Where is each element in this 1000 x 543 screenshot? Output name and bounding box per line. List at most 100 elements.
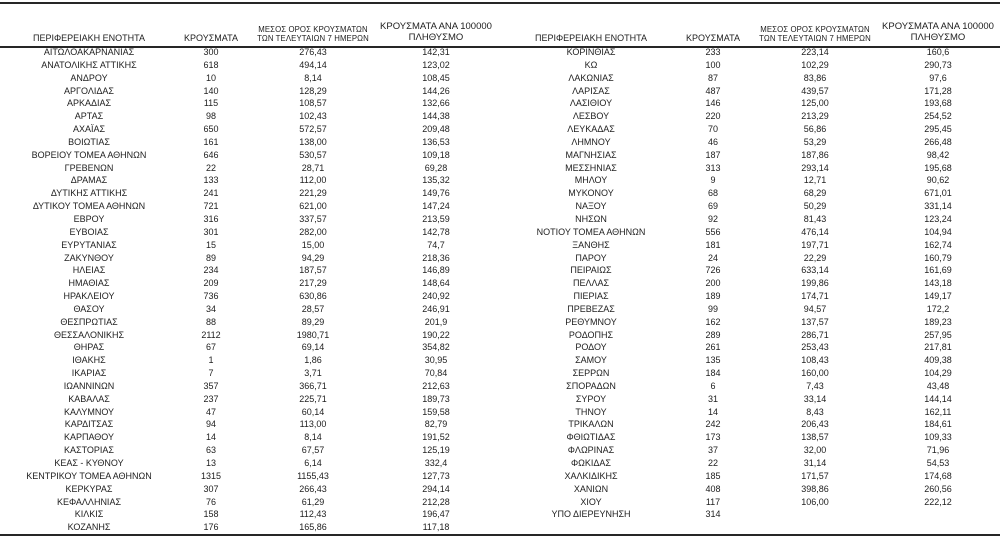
region-cell: ΦΩΚΙΔΑΣ [571,458,611,468]
cases-cell: 31 [707,393,718,404]
table-row: ΑΡΚΑΔΙΑΣ 115 108,57 132,66 [3,97,493,110]
per100k-cell: 260,56 [924,483,952,494]
region-cell: ΝΗΣΩΝ [575,213,607,224]
table-row: ΠΙΕΡΙΑΣ 189 174,71 149,17 [505,290,995,303]
region-cell: ΘΕΣΣΑΛΟΝΙΚΗΣ [53,329,125,340]
table-row: ΛΑΣΙΘΙΟΥ 146 125,00 193,68 [505,97,995,110]
region-cell: ΠΕΛΛΑΣ [572,278,610,289]
table-row: ΓΡΕΒΕΝΩΝ 22 28,71 69,28 [3,162,493,175]
region-cell: ΚΟΖΑΝΗΣ [67,522,111,533]
per100k-cell: 142,78 [422,226,450,237]
region-cell: ΙΘΑΚΗΣ [72,355,106,366]
avg7-cell: 137,57 [801,316,829,327]
cases-cell: 301 [203,226,219,237]
table-row: ΝΗΣΩΝ 92 81,43 123,24 [505,213,995,226]
table-row: ΚΩ 100 102,29 290,73 [505,59,995,72]
per100k-cell: 159,58 [422,406,450,417]
avg7-cell: 12,71 [803,175,827,186]
per100k-cell: 332,4 [424,458,448,468]
regional-cases-table-left: ΠΕΡΙΦΕΡΕΙΑΚΗ ΕΝΟΤΗΤΑ ΚΡΟΥΣΜΑΤΑ ΜΕΣΟΣ ΟΡΟ… [3,0,493,534]
table-row: ΚΕΝΤΡΙΚΟΥ ΤΟΜΕΑ ΑΘΗΝΩΝ 1315 1155,43 127,73 [3,470,493,483]
table-row: ΦΛΩΡΙΝΑΣ 37 32,00 71,96 [505,444,995,457]
avg7-cell: 217,29 [299,278,327,289]
region-cell: ΛΑΡΙΣΑΣ [572,85,610,96]
per100k-cell: 246,91 [422,303,450,314]
region-cell: ΚΕΝΤΡΙΚΟΥ ΤΟΜΕΑ ΑΘΗΝΩΝ [26,470,152,481]
table-row: ΘΕΣΣΑΛΟΝΙΚΗΣ 2112 1980,71 190,22 [3,329,493,342]
cases-cell: 9 [710,175,716,186]
per100k-cell: 254,52 [924,111,952,122]
avg7-cell: 28,71 [301,162,325,173]
cases-cell: 184 [705,368,721,379]
cases-cell: 242 [705,419,721,430]
per100k-cell: 184,61 [924,419,952,430]
table-row: ΚΑΛΥΜΝΟΥ 47 60,14 159,58 [3,406,493,419]
cases-cell: 37 [707,445,718,456]
avg7-cell: 50,29 [803,201,827,212]
avg7-cell: 81,43 [803,213,827,224]
region-cell: ΤΡΙΚΑΛΩΝ [568,419,614,430]
per100k-cell: 143,18 [924,278,952,289]
avg7-cell: 102,43 [299,111,327,122]
per100k-cell: 104,94 [924,226,952,237]
per100k-cell: 82,79 [424,419,448,430]
per100k-cell: 135,32 [422,175,450,186]
cases-cell: 6 [710,380,716,391]
cases-cell: 14 [205,432,216,443]
avg7-cell: 276,43 [299,47,327,57]
table-row: ΥΠΟ ΔΙΕΡΕΥΝΗΣΗ 314 [505,508,995,521]
avg7-cell: 572,57 [299,124,327,135]
per100k-cell: 90,62 [926,175,950,186]
region-cell: ΦΘΙΩΤΙΔΑΣ [566,432,616,443]
per100k-cell: 69,28 [424,162,448,173]
cases-cell: 99 [707,303,718,314]
avg7-cell: 1,86 [304,355,322,366]
region-cell: ΔΥΤΙΚΗΣ ΑΤΤΙΚΗΣ [50,188,128,199]
per100k-cell: 43,48 [926,380,950,391]
avg7-cell: 266,43 [299,483,327,494]
region-cell: ΚΑΡΔΙΤΣΑΣ [64,419,114,430]
cases-cell: 94 [205,419,216,430]
cases-cell: 69 [707,201,718,212]
avg7-cell: 22,29 [803,252,827,263]
avg7-cell: 67,57 [301,445,325,456]
avg7-cell: 439,57 [801,85,829,96]
bottom-rule [0,534,1000,536]
per100k-cell: 295,45 [924,124,952,135]
avg7-cell: 8,14 [304,432,322,443]
cases-cell: 98 [205,111,216,122]
region-cell: ΑΙΤΩΛΟΑΚΑΡΝΑΝΙΑΣ [43,47,135,57]
cases-cell: 234 [203,265,219,276]
cases-cell: 176 [203,522,219,533]
per100k-cell: 97,6 [929,72,947,83]
region-cell: ΒΟΙΩΤΙΑΣ [68,136,110,147]
per100k-cell: 132,66 [422,98,450,109]
region-cell: ΝΟΤΙΟΥ ΤΟΜΕΑ ΑΘΗΝΩΝ [536,226,646,237]
avg7-cell: 1155,43 [297,470,329,481]
region-cell: ΑΡΓΟΛΙΔΑΣ [64,85,114,96]
avg7-cell: 398,86 [801,483,829,494]
cases-cell: 237 [203,393,219,404]
avg7-cell: 282,00 [299,226,327,237]
cases-cell: 187 [705,149,721,160]
table-row: ΝΟΤΙΟΥ ΤΟΜΕΑ ΑΘΗΝΩΝ 556 476,14 104,94 [505,226,995,239]
avg7-cell: 187,57 [299,265,327,276]
region-cell: ΛΕΥΚΑΔΑΣ [567,124,615,135]
region-cell: ΣΕΡΡΩΝ [572,368,610,379]
table-row: ΠΑΡΟΥ 24 22,29 160,79 [505,252,995,265]
avg7-cell: 15,00 [301,239,325,250]
cases-cell: 10 [205,72,216,83]
table-row: ΚΕΦΑΛΛΗΝΙΑΣ 76 61,29 212,28 [3,496,493,509]
avg7-cell: 630,86 [299,291,327,302]
avg7-cell: 6,14 [304,458,322,468]
region-cell: ΡΕΘΥΜΝΟΥ [565,316,617,327]
column-header-cases: ΚΡΟΥΣΜΑΤΑ [184,33,238,43]
per100k-cell: 240,92 [422,291,450,302]
per100k-cell: 54,53 [926,458,950,468]
cases-cell: 200 [705,278,721,289]
region-cell: ΚΑΣΤΟΡΙΑΣ [64,445,114,456]
table-header-row: ΠΕΡΙΦΕΡΕΙΑΚΗ ΕΝΟΤΗΤΑ ΚΡΟΥΣΜΑΤΑ ΜΕΣΟΣ ΟΡΟ… [3,0,493,46]
cases-cell: 70 [707,124,718,135]
table-row: ΑΧΑΪΑΣ 650 572,57 209,48 [3,123,493,136]
avg7-cell: 223,14 [801,47,829,57]
